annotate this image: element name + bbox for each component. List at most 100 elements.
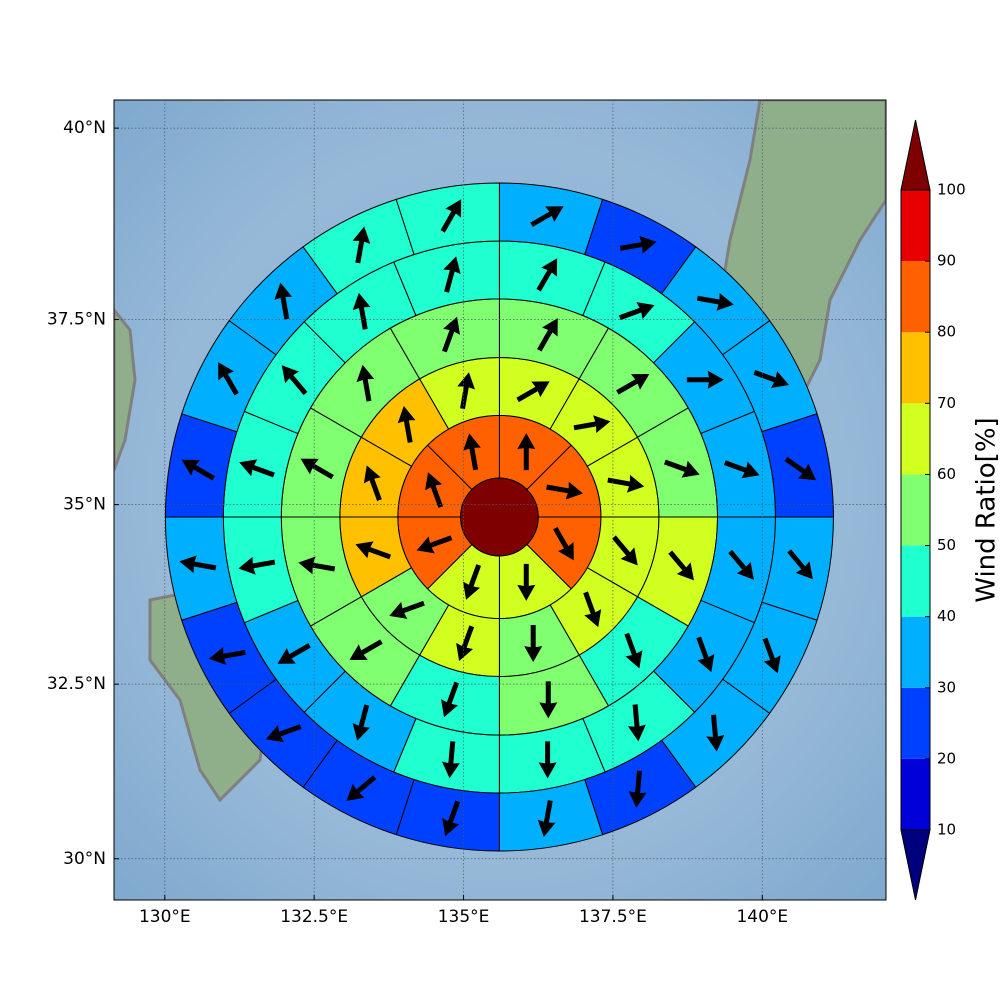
- wind-arrow: [277, 643, 311, 664]
- wind-arrow: [298, 556, 336, 575]
- colorbar-bin: [901, 616, 930, 688]
- wind-arrow: [619, 235, 657, 254]
- wind-arrow: [546, 481, 583, 500]
- wind-arrow: [441, 681, 460, 718]
- x-tick-label: 140°E: [736, 907, 788, 927]
- colorbar-tick-label: 90: [937, 252, 956, 270]
- plot-frame: [113, 99, 887, 901]
- wind-arrow: [668, 550, 694, 581]
- colorbar-tick-label: 100: [937, 181, 966, 199]
- colorbar-bin: [901, 474, 930, 546]
- wind-arrow: [723, 460, 760, 479]
- wind-arrow: [440, 199, 462, 233]
- x-tick-label: 130°E: [139, 907, 191, 927]
- colorbar-tick-label: 60: [937, 465, 956, 483]
- wind-arrow: [208, 647, 246, 665]
- wind-arrow: [628, 770, 647, 808]
- wind-arrow: [425, 472, 444, 508]
- colorbar-under: [900, 829, 931, 901]
- wind-arrow: [300, 458, 334, 480]
- wind-arrow: [696, 636, 715, 673]
- wind-arrow: [706, 714, 725, 752]
- wind-arrow: [517, 563, 536, 601]
- colorbar-tick-label: 20: [937, 749, 956, 767]
- y-tick-label: 30°N: [63, 849, 106, 869]
- wind-arrow: [539, 681, 558, 719]
- x-tick-label: 137.5°E: [579, 907, 647, 927]
- wind-arrow: [389, 600, 425, 619]
- wind-arrow: [239, 459, 275, 478]
- y-tick-label: 35°N: [63, 495, 106, 515]
- y-tick-label: 40°N: [63, 118, 106, 138]
- wind-arrow: [583, 591, 602, 628]
- wind-arrow: [274, 282, 293, 320]
- wind-arrow: [524, 625, 543, 663]
- colorbar-bin: [901, 403, 930, 475]
- colorbar-bin: [901, 687, 930, 759]
- wind-arrow: [530, 206, 564, 227]
- wind-arrow: [238, 556, 276, 575]
- wind-arrow: [787, 549, 813, 580]
- wind-arrow: [607, 474, 645, 493]
- wind-arrow: [441, 741, 460, 779]
- colorbar-label: Wind Ratio[%]: [972, 417, 1000, 602]
- wind-arrow: [762, 637, 781, 674]
- colorbar-tick-label: 30: [937, 678, 956, 696]
- wind-arrow: [728, 549, 754, 580]
- wind-arrow: [537, 800, 556, 838]
- wind-arrow: [553, 527, 574, 561]
- wind-arrow: [618, 302, 655, 321]
- data-layer: [164, 182, 834, 852]
- wind-arrow: [516, 381, 550, 403]
- y-tick-label: 32.5°N: [47, 674, 106, 694]
- wind-arrow: [696, 292, 734, 311]
- wind-arrow: [456, 625, 475, 661]
- wind-arrow: [355, 541, 392, 560]
- wind-arrow: [612, 535, 638, 566]
- y-tick-label: 37.5°N: [47, 310, 106, 330]
- colorbar-tick-label: 80: [937, 323, 956, 341]
- wind-arrow: [218, 362, 239, 396]
- wind-arrow: [573, 415, 611, 434]
- wind-arrow: [616, 373, 650, 395]
- colorbar-bin: [901, 332, 930, 404]
- wind-arrow: [397, 405, 416, 443]
- wind-arrow: [517, 433, 536, 471]
- wind-arrow: [784, 456, 817, 481]
- x-tick-label: 132.5°E: [280, 907, 348, 927]
- wind-arrow: [352, 226, 371, 264]
- wind-arrow: [664, 459, 700, 478]
- wind-arrow: [753, 370, 790, 389]
- wind-arrow: [349, 639, 383, 661]
- wind-arrow: [363, 465, 382, 501]
- colorbar-bin: [901, 545, 930, 617]
- wind-arrow: [352, 704, 371, 741]
- wind-arrow: [442, 800, 461, 837]
- wind-arrow: [352, 292, 371, 330]
- wind-arrow: [537, 318, 558, 352]
- wind-arrow: [463, 433, 481, 471]
- wind-arrow: [624, 632, 643, 669]
- center-cell: [460, 477, 539, 557]
- wind-arrow: [443, 256, 461, 293]
- wind-arrow: [538, 741, 557, 779]
- colorbar-over: [900, 119, 931, 191]
- colorbar-bin: [901, 758, 930, 830]
- colorbar-frame: [900, 189, 931, 831]
- wind-arrow: [463, 564, 482, 600]
- wind-arrow: [686, 370, 724, 389]
- wind-arrow: [442, 316, 461, 353]
- colorbar-tick-label: 50: [937, 536, 956, 554]
- wind-arrow: [181, 459, 215, 481]
- wind-arrow: [416, 535, 453, 554]
- wind-arrow: [356, 364, 375, 402]
- wind-arrow: [179, 555, 217, 574]
- colorbar-tick-label: 40: [937, 607, 956, 625]
- wind-arrow: [627, 704, 646, 742]
- wind-arrow: [281, 365, 308, 396]
- wind-arrow: [536, 258, 558, 292]
- colorbar-tick-label: 10: [937, 821, 956, 839]
- land: [114, 307, 137, 471]
- x-tick-label: 135°E: [438, 907, 490, 927]
